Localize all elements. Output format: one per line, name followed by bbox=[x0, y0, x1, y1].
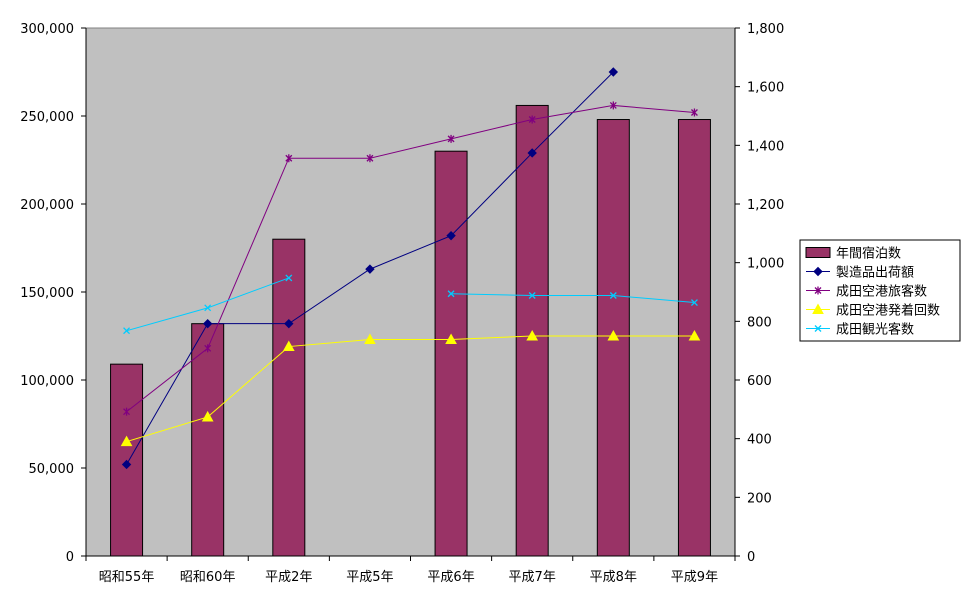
series-line bbox=[126, 104, 695, 413]
right-axis-tick-label: 400 bbox=[747, 433, 772, 448]
triangle-marker bbox=[201, 410, 214, 422]
diamond-marker bbox=[284, 318, 294, 329]
left-axis-tick-label: 50,000 bbox=[29, 462, 75, 477]
left-axis-tick-label: 150,000 bbox=[20, 286, 74, 301]
x-axis-tick-label: 平成6年 bbox=[427, 570, 474, 585]
triangle-marker bbox=[526, 329, 539, 341]
bar-series-group bbox=[110, 104, 711, 557]
bar bbox=[677, 119, 711, 557]
legend-label: 成田空港発着回数 bbox=[836, 303, 940, 319]
series-line bbox=[126, 335, 695, 443]
diamond-marker bbox=[608, 67, 619, 77]
triangle-marker bbox=[607, 329, 620, 341]
right-axis-tick-label: 800 bbox=[747, 315, 772, 330]
right-y-axis: 0 200 400 600 800 1,000 1,200 1,400 1,600 1,800 bbox=[734, 22, 784, 565]
star-marker bbox=[447, 134, 455, 143]
bar bbox=[434, 150, 468, 557]
x-marker bbox=[690, 299, 698, 307]
left-axis-tick-label: 0 bbox=[66, 550, 74, 565]
x-axis: 昭和55年 昭和60年 平成2年 平成5年 平成6年 平成7年 平成8年 平成9年 bbox=[85, 555, 736, 585]
legend-label: 年間宿泊数 bbox=[836, 246, 901, 262]
diamond-marker bbox=[121, 459, 132, 470]
triangle-marker bbox=[812, 303, 824, 314]
star-marker bbox=[123, 407, 131, 416]
x-axis-tick-label: 昭和60年 bbox=[180, 570, 236, 585]
x-marker bbox=[814, 325, 822, 332]
x-marker bbox=[528, 292, 536, 299]
legend-swatch bbox=[805, 247, 831, 258]
bar bbox=[191, 323, 225, 557]
left-axis-tick-label: 100,000 bbox=[20, 374, 74, 389]
x-axis-tick-label: 平成5年 bbox=[346, 570, 393, 585]
star-marker bbox=[204, 344, 212, 353]
right-axis-tick-label: 1,000 bbox=[747, 257, 784, 272]
diamond-marker bbox=[527, 148, 537, 158]
x-marker bbox=[447, 290, 455, 298]
x-marker bbox=[204, 304, 212, 312]
triangle-marker bbox=[688, 329, 701, 341]
x-axis-tick-label: 昭和55年 bbox=[99, 570, 155, 585]
star-marker bbox=[690, 108, 698, 117]
right-axis-tick-label: 1,200 bbox=[747, 198, 784, 213]
x-axis-tick-label: 平成8年 bbox=[590, 570, 637, 585]
triangle-marker bbox=[282, 340, 295, 352]
series-line bbox=[451, 293, 695, 304]
left-axis-tick-label: 200,000 bbox=[20, 198, 74, 213]
right-axis-tick-label: 200 bbox=[747, 491, 772, 506]
star-marker bbox=[814, 286, 822, 295]
x-marker bbox=[123, 327, 131, 335]
right-axis-tick-label: 1,600 bbox=[747, 81, 784, 96]
right-axis-tick-label: 1,400 bbox=[747, 139, 784, 154]
x-axis-tick-label: 平成7年 bbox=[509, 570, 556, 585]
diamond-marker bbox=[813, 266, 823, 277]
left-y-axis: 0 50,000 100,000 150,000 200,000 250,000 300,0… bbox=[20, 22, 87, 565]
star-marker bbox=[528, 115, 536, 124]
left-axis-tick-label: 250,000 bbox=[20, 110, 74, 125]
right-axis-tick-label: 600 bbox=[747, 374, 772, 389]
line-series-group bbox=[120, 67, 701, 470]
bar bbox=[272, 238, 306, 557]
legend-label: 成田空港旅客数 bbox=[836, 284, 927, 300]
triangle-marker bbox=[445, 333, 457, 345]
star-marker bbox=[609, 101, 617, 110]
legend-label: 製造品出荷額 bbox=[836, 266, 914, 281]
diamond-marker bbox=[202, 318, 213, 329]
star-marker bbox=[366, 154, 374, 163]
star-marker bbox=[285, 154, 293, 163]
right-axis-tick-label: 0 bbox=[747, 550, 755, 565]
diamond-marker bbox=[365, 264, 375, 274]
x-marker bbox=[609, 292, 617, 299]
legend-label: 成田観光客数 bbox=[836, 322, 914, 338]
triangle-marker bbox=[364, 333, 376, 345]
x-axis-tick-label: 平成2年 bbox=[265, 570, 312, 585]
diamond-marker bbox=[446, 230, 456, 241]
right-axis-tick-label: 1,800 bbox=[747, 22, 784, 37]
x-axis-tick-label: 平成9年 bbox=[671, 570, 718, 585]
triangle-marker bbox=[120, 435, 133, 447]
x-marker bbox=[285, 274, 293, 282]
left-axis-tick-label: 300,000 bbox=[20, 22, 74, 37]
